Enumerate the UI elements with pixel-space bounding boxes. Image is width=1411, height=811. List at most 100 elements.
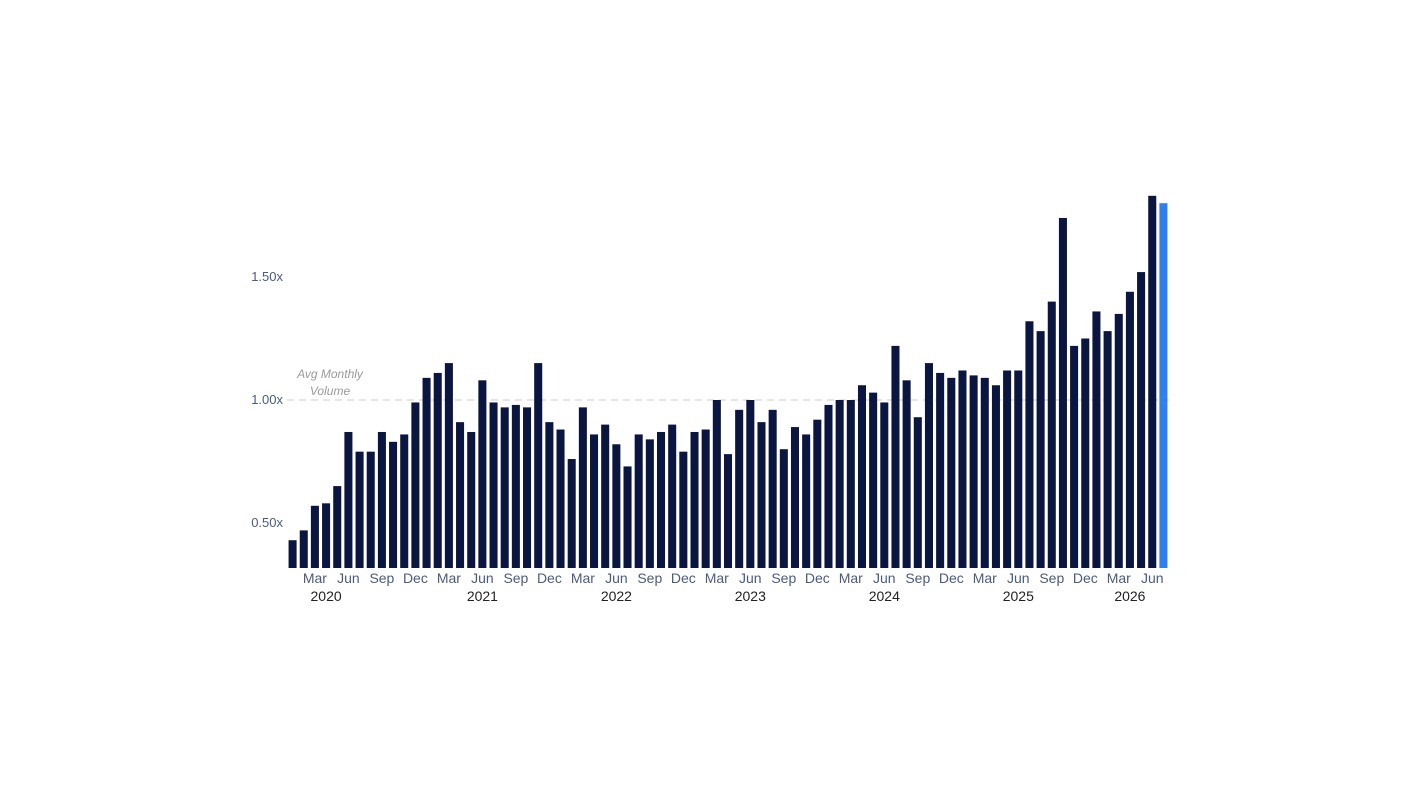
bar bbox=[802, 434, 811, 568]
bar bbox=[601, 424, 610, 568]
reference-line-label-bottom: Volume bbox=[310, 384, 351, 398]
bar bbox=[779, 449, 788, 568]
y-tick-label: 1.50x bbox=[251, 269, 283, 284]
bar bbox=[723, 454, 733, 568]
bar bbox=[1003, 370, 1012, 568]
x-tick-label: Jun bbox=[739, 570, 762, 586]
x-tick-label: Sep bbox=[503, 570, 528, 586]
bar bbox=[924, 363, 933, 568]
bar bbox=[489, 402, 498, 568]
bar bbox=[768, 409, 777, 568]
y-axis: 0.50x 1.00x 1.50x bbox=[251, 269, 283, 530]
y-tick-label: 1.00x bbox=[251, 392, 283, 407]
bar bbox=[947, 377, 956, 568]
bar bbox=[1137, 272, 1146, 568]
bar bbox=[1014, 370, 1023, 568]
x-tick-label: Jun bbox=[605, 570, 628, 586]
bar bbox=[835, 400, 844, 568]
x-tick-label: Sep bbox=[1039, 570, 1064, 586]
x-tick-label: Mar bbox=[973, 570, 997, 586]
bar bbox=[389, 441, 398, 568]
bar bbox=[545, 422, 554, 568]
x-tick-label: Sep bbox=[905, 570, 930, 586]
x-tick-label: Mar bbox=[437, 570, 461, 586]
bar bbox=[1081, 338, 1090, 568]
bar bbox=[869, 392, 878, 568]
bar bbox=[523, 407, 532, 568]
x-year-label: 2021 bbox=[467, 588, 498, 604]
x-year-label: 2023 bbox=[735, 588, 766, 604]
bar bbox=[1103, 331, 1112, 568]
bar bbox=[511, 404, 520, 568]
bar bbox=[299, 530, 308, 568]
bar bbox=[1070, 345, 1079, 568]
bar bbox=[433, 372, 442, 568]
bars-layer bbox=[288, 195, 1168, 568]
bar bbox=[478, 380, 487, 568]
bar bbox=[668, 424, 677, 568]
bar bbox=[980, 377, 989, 568]
x-tick-label: Dec bbox=[939, 570, 964, 586]
x-axis: Mar Jun Sep Dec Mar Jun Sep Dec Mar Jun Sep Dec Mar J… bbox=[303, 570, 1164, 604]
bar bbox=[344, 431, 353, 568]
x-tick-label: Jun bbox=[337, 570, 360, 586]
bar bbox=[355, 451, 364, 568]
y-tick-label: 0.50x bbox=[251, 515, 283, 530]
x-tick-label: Mar bbox=[839, 570, 863, 586]
x-year-label: 2026 bbox=[1114, 588, 1145, 604]
bar bbox=[623, 466, 632, 568]
bar bbox=[411, 402, 420, 568]
x-tick-label: Sep bbox=[369, 570, 394, 586]
x-tick-label: Jun bbox=[873, 570, 896, 586]
bar bbox=[1036, 331, 1045, 568]
bar bbox=[857, 385, 866, 568]
bar bbox=[467, 431, 476, 568]
bar bbox=[880, 402, 889, 568]
x-year-label: 2022 bbox=[601, 588, 632, 604]
bar bbox=[969, 375, 978, 568]
x-tick-label: Jun bbox=[1007, 570, 1030, 586]
bar bbox=[790, 427, 800, 568]
bar bbox=[333, 486, 342, 568]
x-tick-label: Mar bbox=[303, 570, 327, 586]
bar bbox=[288, 540, 297, 568]
bar bbox=[366, 451, 375, 568]
bar bbox=[690, 431, 699, 568]
bar bbox=[679, 451, 688, 568]
bar bbox=[757, 422, 766, 568]
bar bbox=[1047, 301, 1056, 568]
x-tick-label: Dec bbox=[1073, 570, 1098, 586]
x-tick-label: Mar bbox=[1107, 570, 1131, 586]
bar bbox=[634, 434, 643, 568]
bar bbox=[456, 422, 465, 568]
bar bbox=[1114, 313, 1123, 568]
x-tick-label: Jun bbox=[471, 570, 494, 586]
x-tick-label: Mar bbox=[571, 570, 595, 586]
bar bbox=[444, 363, 453, 568]
bar bbox=[612, 444, 621, 568]
bar bbox=[902, 380, 911, 568]
x-year-label: 2025 bbox=[1003, 588, 1034, 604]
x-year-label: 2024 bbox=[869, 588, 900, 604]
bar bbox=[846, 400, 855, 568]
bar bbox=[1092, 311, 1101, 568]
bar bbox=[958, 370, 967, 568]
bar bbox=[1025, 321, 1034, 568]
bar bbox=[701, 429, 710, 568]
bar bbox=[913, 417, 922, 568]
x-tick-label: Mar bbox=[705, 570, 729, 586]
bar bbox=[578, 407, 587, 568]
x-tick-label: Sep bbox=[637, 570, 662, 586]
bar bbox=[746, 400, 755, 568]
bar bbox=[936, 372, 945, 568]
bar bbox=[1125, 291, 1134, 568]
x-tick-label: Dec bbox=[805, 570, 830, 586]
bar bbox=[712, 400, 721, 568]
bar bbox=[500, 407, 509, 568]
bar bbox=[991, 385, 1000, 568]
bar bbox=[735, 409, 744, 568]
x-tick-label: Dec bbox=[671, 570, 696, 586]
bar bbox=[322, 503, 331, 568]
